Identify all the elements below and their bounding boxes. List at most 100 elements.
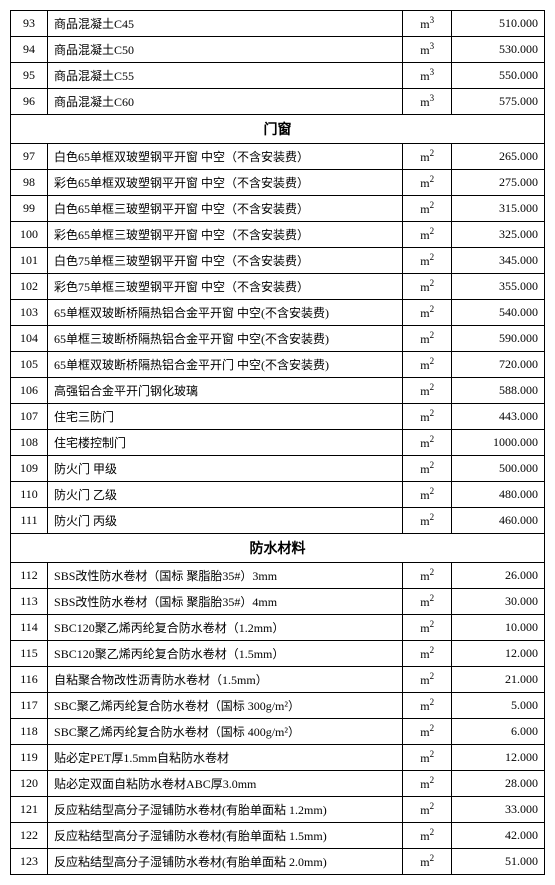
row-unit: m2 [403,745,452,771]
row-id: 97 [11,144,48,170]
row-name: 贴必定双面自粘防水卷材ABC厚3.0mm [48,771,403,797]
table-row: 108住宅楼控制门m21000.000 [11,430,545,456]
row-price: 33.000 [452,797,545,823]
row-unit: m3 [403,89,452,115]
row-name: 白色65单框双玻塑钢平开窗 中空（不含安装费） [48,144,403,170]
row-price: 460.000 [452,508,545,534]
row-name: 65单框双玻断桥隔热铝合金平开门 中空(不含安装费) [48,352,403,378]
row-price: 550.000 [452,63,545,89]
row-name: 反应粘结型高分子湿铺防水卷材(有胎单面粘 2.0mm) [48,849,403,875]
row-id: 115 [11,641,48,667]
table-row: 107住宅三防门m2443.000 [11,404,545,430]
row-price: 42.000 [452,823,545,849]
row-price: 443.000 [452,404,545,430]
row-unit: m2 [403,693,452,719]
row-name: SBC聚乙烯丙纶复合防水卷材（国标 400g/m²） [48,719,403,745]
table-row: 95商品混凝土C55m3550.000 [11,63,545,89]
row-unit: m2 [403,849,452,875]
row-unit: m2 [403,641,452,667]
table-row: 98彩色65单框双玻塑钢平开窗 中空（不含安装费）m2275.000 [11,170,545,196]
row-price: 325.000 [452,222,545,248]
row-name: 白色65单框三玻塑钢平开窗 中空（不含安装费） [48,196,403,222]
row-id: 111 [11,508,48,534]
row-unit: m2 [403,300,452,326]
table-row: 106高强铝合金平开门钢化玻璃m2588.000 [11,378,545,404]
section-header: 防水材料 [11,534,545,563]
row-price: 26.000 [452,563,545,589]
row-price: 51.000 [452,849,545,875]
row-id: 121 [11,797,48,823]
table-row: 93商品混凝土C45m3510.000 [11,11,545,37]
table-row: 109防火门 甲级m2500.000 [11,456,545,482]
row-id: 95 [11,63,48,89]
row-price: 588.000 [452,378,545,404]
table-row: 114SBC120聚乙烯丙纶复合防水卷材（1.2mm）m210.000 [11,615,545,641]
row-id: 120 [11,771,48,797]
row-id: 114 [11,615,48,641]
row-unit: m3 [403,63,452,89]
row-name: 住宅三防门 [48,404,403,430]
table-row: 119贴必定PET厚1.5mm自粘防水卷材m212.000 [11,745,545,771]
row-id: 110 [11,482,48,508]
table-row: 122反应粘结型高分子湿铺防水卷材(有胎单面粘 1.5mm)m242.000 [11,823,545,849]
row-price: 5.000 [452,693,545,719]
row-id: 109 [11,456,48,482]
row-name: 防火门 乙级 [48,482,403,508]
row-name: 彩色65单框双玻塑钢平开窗 中空（不含安装费） [48,170,403,196]
row-price: 540.000 [452,300,545,326]
table-row: 97白色65单框双玻塑钢平开窗 中空（不含安装费）m2265.000 [11,144,545,170]
row-unit: m2 [403,823,452,849]
row-id: 106 [11,378,48,404]
row-price: 265.000 [452,144,545,170]
row-name: 商品混凝土C60 [48,89,403,115]
row-unit: m2 [403,615,452,641]
row-price: 12.000 [452,745,545,771]
table-row: 10365单框双玻断桥隔热铝合金平开窗 中空(不含安装费)m2540.000 [11,300,545,326]
row-price: 28.000 [452,771,545,797]
row-unit: m2 [403,326,452,352]
row-price: 530.000 [452,37,545,63]
row-id: 117 [11,693,48,719]
row-name: 商品混凝土C50 [48,37,403,63]
row-unit: m3 [403,37,452,63]
row-name: 商品混凝土C45 [48,11,403,37]
row-name: 防火门 丙级 [48,508,403,534]
row-unit: m2 [403,196,452,222]
row-id: 123 [11,849,48,875]
row-name: SBS改性防水卷材（国标 聚脂胎35#）3mm [48,563,403,589]
table-row: 121反应粘结型高分子湿铺防水卷材(有胎单面粘 1.2mm)m233.000 [11,797,545,823]
row-price: 30.000 [452,589,545,615]
row-unit: m2 [403,352,452,378]
row-id: 101 [11,248,48,274]
row-unit: m2 [403,589,452,615]
row-name: 65单框三玻断桥隔热铝合金平开窗 中空(不含安装费) [48,326,403,352]
row-price: 500.000 [452,456,545,482]
row-name: SBC聚乙烯丙纶复合防水卷材（国标 300g/m²） [48,693,403,719]
row-name: 防火门 甲级 [48,456,403,482]
row-price: 21.000 [452,667,545,693]
row-unit: m2 [403,144,452,170]
table-row: 10565单框双玻断桥隔热铝合金平开门 中空(不含安装费)m2720.000 [11,352,545,378]
row-unit: m2 [403,771,452,797]
row-id: 102 [11,274,48,300]
price-table: 93商品混凝土C45m3510.00094商品混凝土C50m3530.00095… [10,10,545,875]
table-row: 112SBS改性防水卷材（国标 聚脂胎35#）3mmm226.000 [11,563,545,589]
table-row: 118SBC聚乙烯丙纶复合防水卷材（国标 400g/m²）m26.000 [11,719,545,745]
table-row: 111防火门 丙级m2460.000 [11,508,545,534]
row-id: 104 [11,326,48,352]
table-row: 96商品混凝土C60m3575.000 [11,89,545,115]
row-name: 商品混凝土C55 [48,63,403,89]
table-row: 110防火门 乙级m2480.000 [11,482,545,508]
row-id: 94 [11,37,48,63]
table-row: 99白色65单框三玻塑钢平开窗 中空（不含安装费）m2315.000 [11,196,545,222]
section-header-label: 门窗 [11,115,545,144]
row-id: 105 [11,352,48,378]
row-unit: m2 [403,508,452,534]
table-row: 94商品混凝土C50m3530.000 [11,37,545,63]
row-name: 贴必定PET厚1.5mm自粘防水卷材 [48,745,403,771]
row-id: 107 [11,404,48,430]
row-id: 119 [11,745,48,771]
row-id: 113 [11,589,48,615]
table-row: 117SBC聚乙烯丙纶复合防水卷材（国标 300g/m²）m25.000 [11,693,545,719]
row-price: 345.000 [452,248,545,274]
